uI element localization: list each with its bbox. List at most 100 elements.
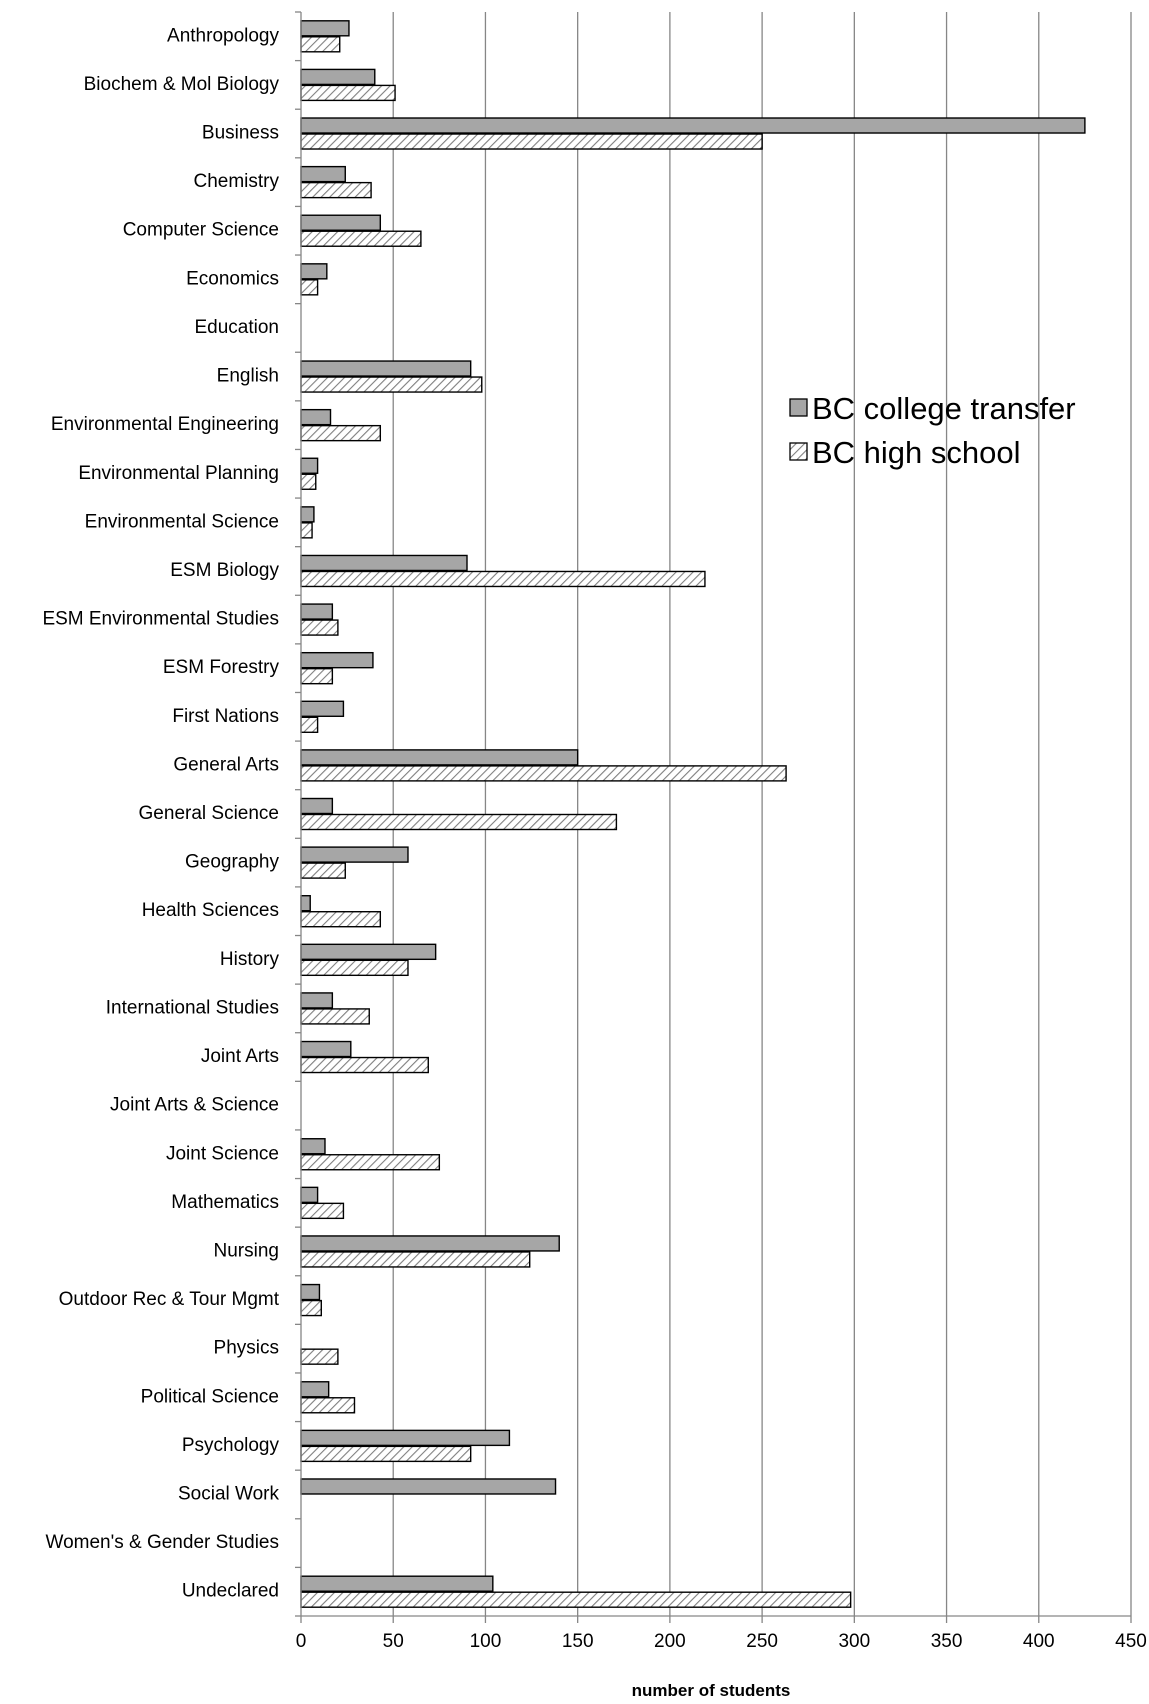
category-label: Nursing	[214, 1240, 279, 1261]
category-label: Environmental Science	[85, 511, 279, 532]
bar-college-transfer	[300, 1575, 494, 1592]
category-label: Physics	[214, 1338, 279, 1359]
bar-college-transfer	[300, 506, 315, 523]
bar-college-transfer	[300, 1478, 557, 1495]
bar-college-transfer	[300, 603, 334, 620]
x-tick-label: 200	[654, 1631, 686, 1652]
bar-high-school	[300, 424, 382, 442]
bar-college-transfer	[300, 408, 332, 426]
category-label: Chemistry	[193, 171, 279, 192]
category-label: Political Science	[141, 1386, 279, 1407]
category-label: ESM Environmental Studies	[42, 609, 279, 630]
x-tick-label: 350	[931, 1631, 963, 1652]
bar-college-transfer	[300, 165, 346, 183]
category-label: Geography	[185, 852, 280, 873]
category-label: General Science	[139, 803, 279, 824]
bar-college-transfer	[300, 117, 1086, 134]
bar-high-school	[300, 1056, 429, 1074]
category-labels: Anthropology Biochem & Mol Biology Busines…	[42, 25, 279, 1601]
x-tick-label: 100	[470, 1631, 502, 1652]
bar-high-school	[300, 1154, 441, 1171]
bar-high-school	[300, 1591, 852, 1608]
x-tick-label: 450	[1115, 1631, 1147, 1652]
bar-high-school	[300, 570, 706, 588]
bar-high-school	[300, 1348, 339, 1365]
category-label: English	[217, 366, 279, 387]
bar-high-school	[300, 1008, 370, 1025]
category-label: Biochem & Mol Biology	[84, 74, 280, 95]
bar-college-transfer	[300, 749, 579, 766]
bar-high-school	[300, 1445, 472, 1463]
bar-college-transfer	[300, 1429, 511, 1447]
bar-high-school	[300, 1202, 345, 1220]
bar-high-school	[300, 181, 372, 199]
category-label: General Arts	[173, 754, 279, 775]
bar-high-school	[300, 619, 339, 636]
bar-college-transfer	[300, 797, 334, 815]
category-label: Mathematics	[171, 1192, 279, 1213]
bar-high-school	[300, 862, 346, 879]
category-label: Business	[202, 123, 279, 144]
category-label: Computer Science	[123, 220, 279, 241]
bar-college-transfer	[300, 1186, 319, 1204]
category-label: Undeclared	[182, 1581, 279, 1602]
category-label: History	[220, 949, 280, 970]
bar-college-transfer	[300, 943, 437, 961]
bar-college-transfer	[300, 457, 319, 474]
legend-label: BC high school	[812, 435, 1021, 470]
bar-high-school	[300, 765, 787, 782]
bar-high-school	[300, 473, 317, 490]
bars	[300, 20, 1086, 1608]
bar-college-transfer	[300, 651, 374, 669]
bar-high-school	[300, 1299, 322, 1317]
bar-high-school	[300, 1251, 531, 1268]
bar-high-school	[300, 376, 483, 393]
bar-high-school	[300, 279, 319, 296]
bar-college-transfer	[300, 263, 328, 280]
category-label: Women's & Gender Studies	[45, 1532, 279, 1553]
category-label: Joint Science	[166, 1143, 279, 1164]
category-label: Economics	[186, 268, 279, 289]
category-label: Psychology	[182, 1435, 280, 1456]
category-label: First Nations	[172, 706, 279, 727]
bar-college-transfer	[300, 20, 350, 37]
category-label: Joint Arts & Science	[110, 1095, 279, 1116]
bar-college-transfer	[300, 1235, 560, 1252]
category-label: Education	[194, 317, 279, 338]
bar-high-school	[300, 522, 313, 539]
legend: BC college transfer BC high school	[789, 391, 1076, 470]
legend-label: BC college transfer	[812, 391, 1076, 426]
legend-swatch	[789, 442, 808, 461]
legend-swatch	[789, 398, 808, 417]
category-label: Environmental Engineering	[51, 414, 279, 435]
bar-high-school	[300, 133, 763, 150]
x-axis-title: number of students	[632, 1681, 791, 1699]
category-label: Social Work	[178, 1484, 280, 1505]
bar-college-transfer	[300, 1283, 321, 1301]
bar-college-transfer	[300, 554, 468, 572]
bar-college-transfer	[300, 1381, 330, 1398]
gridlines	[392, 12, 1132, 1616]
category-label: ESM Biology	[170, 560, 279, 581]
bar-college-transfer	[300, 992, 334, 1009]
category-label: Joint Arts	[201, 1046, 279, 1067]
bar-college-transfer	[300, 68, 376, 86]
category-label: Health Sciences	[142, 900, 279, 921]
category-label: Outdoor Rec & Tour Mgmt	[59, 1289, 280, 1310]
bar-college-transfer	[300, 360, 472, 377]
x-tick-label: 50	[383, 1631, 404, 1652]
bar-high-school	[300, 716, 319, 733]
bar-college-transfer	[300, 895, 311, 912]
bar-college-transfer	[300, 1040, 352, 1058]
bar-college-transfer	[300, 846, 409, 863]
bar-high-school	[300, 230, 422, 247]
bar-high-school	[300, 667, 334, 685]
bar-high-school	[300, 813, 618, 831]
x-tick-label: 300	[838, 1631, 870, 1652]
x-tick-labels: 0 50 100 150 200 250 300 350 400 450	[296, 1631, 1147, 1652]
x-tick-label: 0	[296, 1631, 307, 1652]
bar-college-transfer	[300, 214, 382, 231]
category-label: ESM Forestry	[163, 657, 280, 678]
